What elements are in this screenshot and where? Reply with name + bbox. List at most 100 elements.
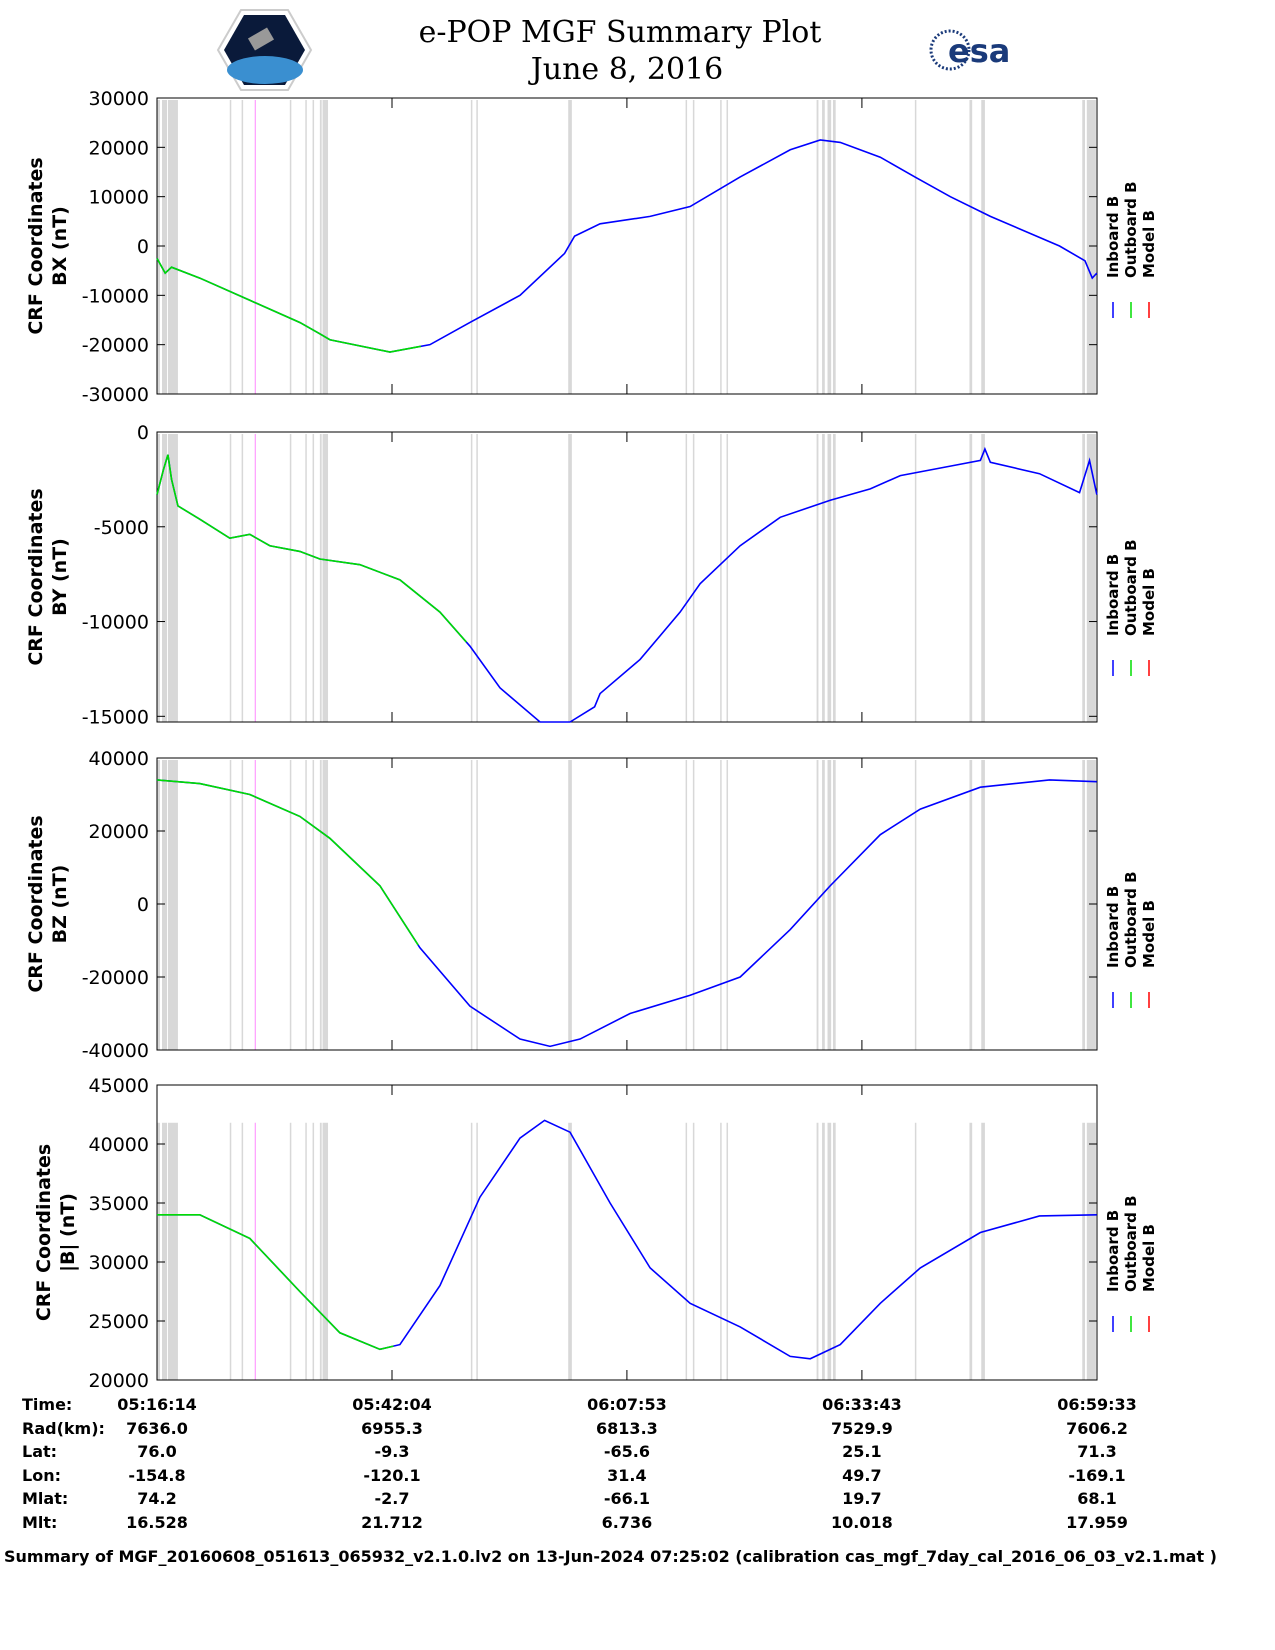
data-gap-band (167, 1122, 178, 1380)
y-tick-label: 0 (137, 236, 149, 258)
data-gap-band (720, 760, 722, 1050)
plot-frame (156, 431, 1098, 723)
data-gap-band (1086, 100, 1096, 394)
data-gap-band (685, 1122, 688, 1380)
table-cell: -2.7 (375, 1489, 410, 1508)
table-cell: 19.7 (842, 1489, 881, 1508)
data-gap-band (162, 1122, 168, 1380)
svg-text:esa: esa (948, 32, 1010, 70)
data-gap-band (312, 760, 315, 1050)
table-cell: 74.2 (137, 1489, 176, 1508)
data-gap-band (827, 100, 832, 394)
table-row-label: Mlat: (22, 1489, 68, 1508)
inboard-b-line (156, 446, 1098, 723)
data-gap-band (827, 760, 832, 1050)
data-gap-band (305, 100, 307, 394)
legend-label: Outboard B (1122, 181, 1140, 278)
data-gap-band (969, 434, 973, 722)
y-tick-label: -10000 (82, 285, 149, 307)
data-gap-band (827, 1122, 832, 1380)
data-gap-band (692, 1122, 695, 1380)
data-gap-band (1082, 1122, 1085, 1380)
data-gap-band (305, 760, 307, 1050)
data-gap-band (157, 1122, 161, 1380)
table-cell: -9.3 (375, 1442, 410, 1461)
legend-label: Inboard B (1104, 196, 1122, 278)
data-gap-band (305, 1122, 307, 1380)
data-gap-band (319, 1122, 322, 1380)
inboard-b-line (157, 1119, 1097, 1360)
y-tick-label: -20000 (82, 967, 149, 989)
cassiope-logo (216, 9, 313, 91)
outboard-b-line (156, 454, 467, 643)
y-tick-label: 45000 (89, 1075, 149, 1097)
legend-label: Model B (1140, 900, 1158, 968)
data-gap-band (241, 434, 244, 722)
data-gap-band (568, 100, 572, 394)
y-axis-label: CRF Coordinates (25, 815, 47, 992)
data-gap-band (720, 100, 722, 394)
data-gap-band (1082, 100, 1085, 394)
data-gap-band (685, 760, 688, 1050)
inboard-b-line (156, 779, 1097, 1048)
data-gap-band (476, 434, 478, 722)
data-gap-band (822, 1122, 825, 1380)
table-cell: 6.736 (602, 1513, 653, 1532)
data-gap-band (832, 760, 836, 1050)
data-gap-band (322, 760, 329, 1050)
table-cell: 7636.0 (126, 1419, 188, 1438)
data-gap-band (167, 760, 178, 1050)
y-tick-label: 25000 (89, 1311, 149, 1333)
data-gap-band (162, 434, 168, 722)
plot-title: e-POP MGF Summary Plot (419, 15, 822, 50)
data-gap-band (685, 100, 688, 394)
esa-logo: esa (929, 29, 1010, 71)
data-gap-band (470, 760, 473, 1050)
data-gap-band (685, 434, 688, 722)
panel-4: 45000 40000 35000 30000 25000 20000 CRF Coordi… (33, 1075, 1158, 1392)
table-cell: 31.4 (607, 1466, 646, 1485)
y-tick-label: 20000 (89, 821, 149, 843)
data-gap-band (1086, 1122, 1096, 1380)
data-gap-band (726, 100, 729, 394)
legend-label: Model B (1140, 568, 1158, 636)
data-gap-band (981, 760, 985, 1050)
y-axis-label: BY (nT) (49, 538, 71, 616)
data-gap-band (726, 1122, 729, 1380)
table-cell: 17.959 (1066, 1513, 1128, 1532)
table-cell: -66.1 (604, 1489, 650, 1508)
data-gap-band (568, 434, 572, 722)
table-row-label: Lon: (22, 1466, 61, 1485)
data-gap-band (816, 1122, 819, 1380)
data-gap-band (720, 1122, 722, 1380)
table-cell: 05:16:14 (117, 1395, 197, 1414)
y-axis-label: BX (nT) (49, 206, 71, 286)
data-gap-band (289, 1122, 292, 1380)
table-cell: 7529.9 (831, 1419, 893, 1438)
y-tick-label: -5000 (94, 517, 149, 539)
data-gap-band (1086, 434, 1096, 722)
legend-label: Model B (1140, 210, 1158, 278)
data-gap-band (720, 434, 722, 722)
data-gap-band (476, 760, 478, 1050)
y-tick-label: 40000 (89, 748, 149, 770)
table-cell: 25.1 (842, 1442, 881, 1461)
y-tick-label: 40000 (89, 1134, 149, 1156)
data-gap-band (289, 434, 292, 722)
legend-label: Outboard B (1122, 871, 1140, 968)
table-cell: 68.1 (1077, 1489, 1116, 1508)
table-cell: 6813.3 (596, 1419, 658, 1438)
data-gap-band (470, 100, 473, 394)
data-gap-band (1082, 434, 1085, 722)
data-gap-band (1082, 760, 1085, 1050)
data-gap-band (914, 434, 917, 722)
data-gap-band (312, 1122, 315, 1380)
data-gap-band (726, 760, 729, 1050)
table-cell: -154.8 (128, 1466, 185, 1485)
data-gap-band (969, 1122, 973, 1380)
data-gap-band (969, 760, 973, 1050)
y-tick-label: 30000 (89, 1252, 149, 1274)
y-axis-label: CRF Coordinates (33, 1144, 55, 1321)
table-row-label: Lat: (22, 1442, 57, 1461)
data-gap-band (692, 100, 695, 394)
